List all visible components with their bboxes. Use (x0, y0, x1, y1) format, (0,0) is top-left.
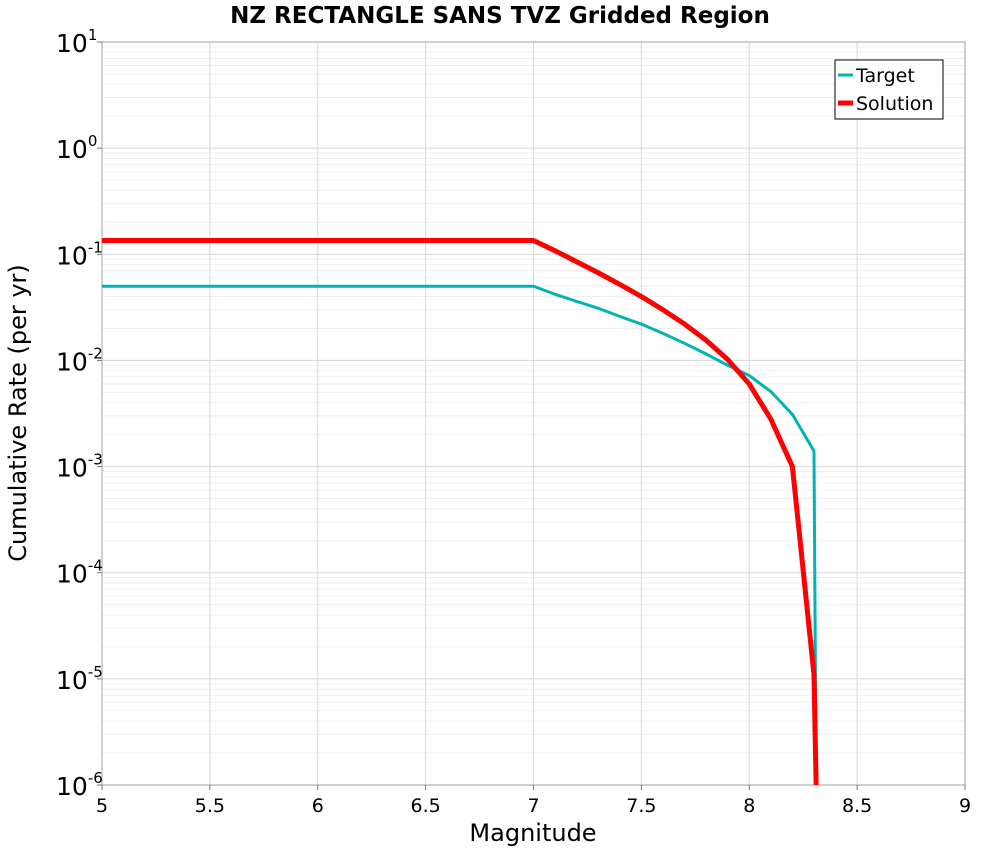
y-tick-label: 100 (56, 132, 97, 164)
series-line-solution (102, 237, 819, 786)
y-tick-label: 10-5 (56, 663, 103, 695)
y-axis-label: Cumulative Rate (per yr) (4, 264, 32, 562)
y-tick-label: 10-4 (56, 557, 103, 589)
y-tick-label: 10-2 (56, 344, 103, 376)
x-tick-label: 5.5 (195, 795, 225, 817)
legend: Target Solution (834, 59, 944, 120)
x-tick-label: 6.5 (411, 795, 441, 817)
tick-layer: 5 5.5 6 6.5 7 7.5 8 8.5 9 101 100 10-1 10-2 10-3 10-4 1… (56, 26, 971, 817)
x-tick-label: 8 (743, 795, 755, 817)
legend-box (834, 59, 944, 120)
legend-label-solution: Solution (856, 93, 933, 115)
x-tick-label: 9 (959, 795, 971, 817)
x-tick-label: 6 (312, 795, 324, 817)
y-tick-label: 101 (56, 26, 97, 58)
y-tick-label: 10-1 (56, 238, 103, 270)
series-line-target (102, 284, 818, 786)
x-tick-label: 7.5 (626, 795, 656, 817)
x-axis-label: Magnitude (469, 819, 596, 847)
grid-layer (101, 41, 966, 786)
y-tick-label: 10-3 (56, 451, 103, 483)
x-tick-label: 7 (527, 795, 539, 817)
series-layer (102, 237, 819, 786)
y-tick-label: 10-6 (56, 769, 103, 801)
x-tick-label: 8.5 (842, 795, 872, 817)
x-tick-label: 5 (96, 795, 108, 817)
legend-label-target: Target (855, 65, 915, 87)
chart-title: NZ RECTANGLE SANS TVZ Gridded Region (230, 3, 770, 29)
